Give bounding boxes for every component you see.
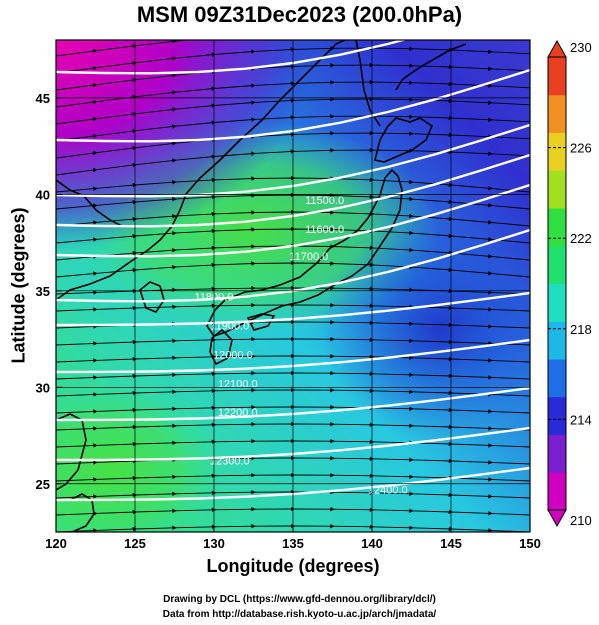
x-tick-label: 145 (440, 536, 462, 551)
figure-title: MSM 09Z31Dec2023 (200.0hPa) (136, 2, 463, 27)
colorbar-segment (548, 208, 566, 247)
colorbar-label: 218 (570, 322, 592, 337)
colorbar-frame (547, 56, 567, 511)
x-axis-ticks: 120 125 130 135 140 145 150 (45, 526, 541, 551)
y-tick-label: 35 (36, 284, 50, 299)
y-tick-label: 45 (36, 91, 50, 106)
contour-label: 11700.0 (289, 251, 328, 263)
y-tick-label: 30 (36, 380, 50, 395)
x-tick-label: 150 (519, 536, 541, 551)
y-axis-label: Latitude (degrees) (8, 207, 29, 364)
x-tick-label: 125 (124, 536, 146, 551)
colorbar-segment (548, 359, 566, 398)
coastlines (56, 40, 467, 532)
contour-label: 12100.0 (218, 378, 258, 390)
x-axis-label: Longitude (degrees) (206, 556, 380, 576)
x-tick-label: 120 (45, 536, 67, 551)
footer-credit-data: Data from http://database.rish.kyoto-u.a… (162, 609, 437, 620)
colorbar-label: 226 (570, 141, 592, 156)
y-tick-label: 40 (36, 187, 50, 202)
colorbar-segment (548, 283, 566, 322)
contour-label: 11900.0 (210, 320, 249, 332)
footer-credit-drawing: Drawing by DCL (https://www.gfd-dennou.o… (163, 594, 436, 605)
y-axis-ticks: 25 30 35 40 45 (36, 91, 62, 492)
colorbar-segment (548, 434, 566, 473)
colorbar-segment (548, 321, 566, 360)
x-tick-label: 135 (282, 536, 304, 551)
colorbar: 210 214 218 222 226 230 (547, 39, 592, 528)
contour-label: 12300.0 (210, 455, 250, 467)
colorbar-min-arrow (547, 509, 567, 528)
colorbar-segment (548, 170, 566, 209)
colorbar-segment (548, 57, 566, 96)
colorbar-label: 230 (570, 40, 592, 55)
x-tick-label: 130 (203, 536, 225, 551)
colorbar-segment (548, 396, 566, 435)
contour-label: 12400.0 (368, 484, 408, 496)
contour-labels: 11500.011600.011700.011800.011900.012000… (195, 195, 408, 496)
colorbar-segment (548, 245, 566, 284)
y-tick-label: 25 (36, 477, 50, 492)
colorbar-segment (548, 132, 566, 171)
colorbar-label: 214 (570, 412, 592, 427)
contour-label: 12200.0 (218, 407, 258, 419)
contour-label: 11600.0 (305, 224, 344, 236)
colorbar-label: 210 (570, 513, 592, 528)
gridlines (56, 40, 530, 532)
colorbar-segment (548, 94, 566, 133)
colorbar-segment (548, 472, 566, 511)
colorbar-max-arrow (547, 39, 567, 58)
x-tick-label: 140 (361, 536, 383, 551)
contour-label: 11500.0 (305, 195, 344, 207)
colorbar-label: 222 (570, 231, 592, 246)
contour-label: 12000.0 (213, 349, 253, 361)
